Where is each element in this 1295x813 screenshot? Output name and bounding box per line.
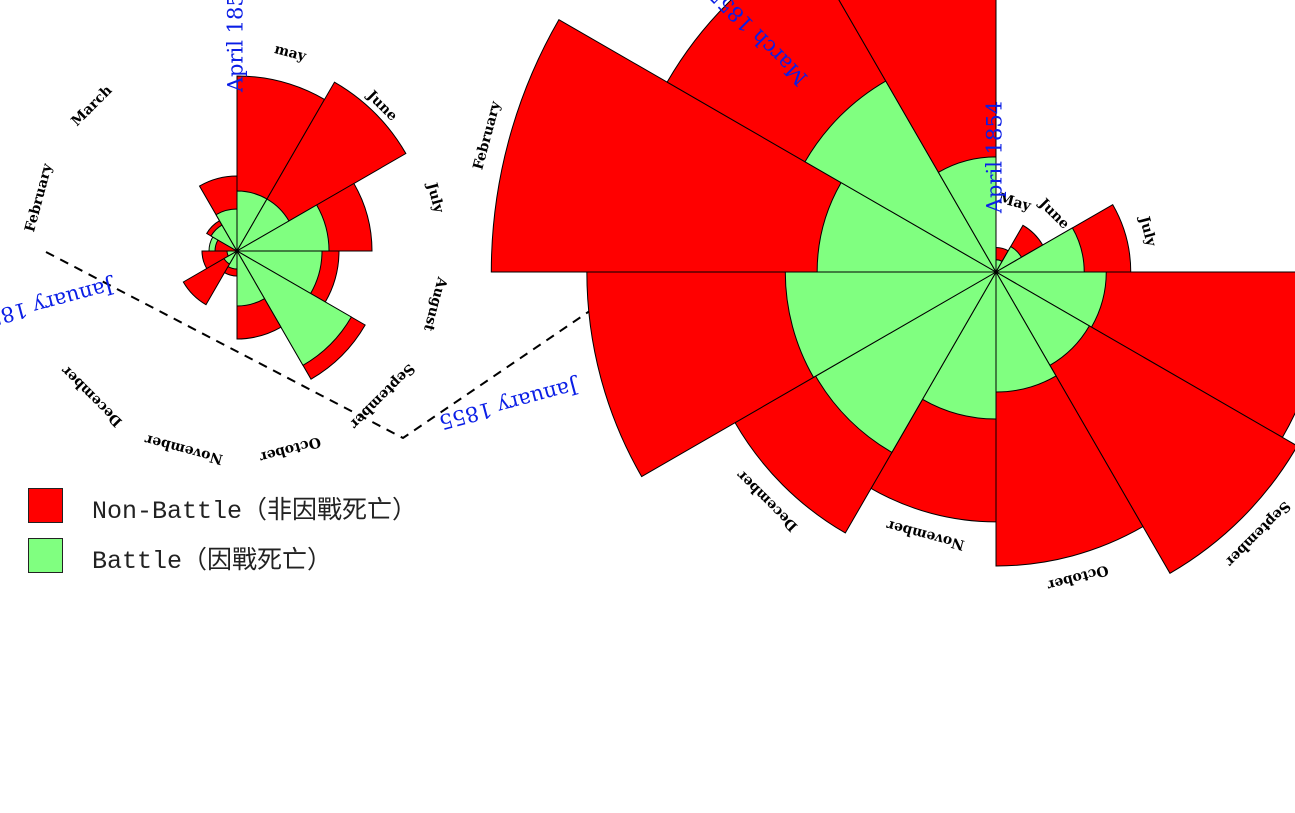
month-label-9: February [22,161,56,234]
wedge-battle-4 [235,249,353,367]
wedge-battle-11 [215,208,238,253]
year-label-1: January 1856 [0,274,118,335]
year-label-0: April 1854 [983,101,1007,214]
month-label-6: November [143,431,225,467]
right-rose-chart: MayJuneJulyAugustSeptemberOctoberNovembe… [437,0,1295,593]
wedge-battle-5 [236,249,266,307]
wedge-non-battle-11 [838,0,997,274]
year-label-1: January 1855 [437,374,583,435]
month-label-5: October [257,433,322,465]
month-label-2: July [1135,213,1159,249]
wedge-non-battle-7 [182,249,239,306]
month-label-0: may [273,41,309,65]
wedge-battle-8 [784,271,998,379]
month-label-5: October [1045,561,1110,593]
legend-swatch-non-battle [28,488,63,523]
month-label-2: July [423,179,447,215]
wedge-battle-9 [816,181,998,273]
wedge-battle-11 [937,156,997,274]
left-rose-chart: mayJuneJulyAugustSeptemberOctoberNovembe… [0,0,450,467]
month-label-9: February [470,99,504,172]
month-label-6: November [884,516,966,552]
month-label-10: March [68,82,115,129]
wedge-battle-7 [814,270,998,454]
month-label-4: September [346,360,418,432]
wedge-battle-10 [804,80,998,274]
connector-line [45,251,673,440]
month-label-1: June [1034,194,1072,232]
legend-label-battle: Battle（因戰死亡） [92,547,333,576]
legend-label-non-battle: Non-Battle（非因戰死亡） [92,497,418,526]
month-label-7: December [58,362,126,430]
month-label-3: August [420,274,450,333]
year-label-0: April 1855 [224,0,248,93]
legend-swatch-battle [28,538,63,573]
